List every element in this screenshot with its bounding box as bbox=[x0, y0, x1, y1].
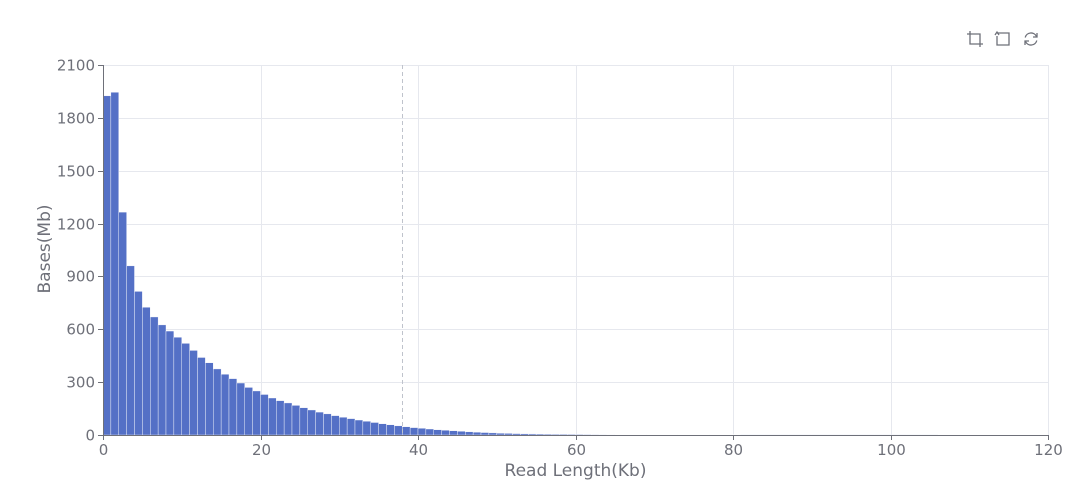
histogram-bar[interactable] bbox=[417, 428, 427, 436]
histogram-bar[interactable] bbox=[268, 397, 277, 436]
histogram-bar[interactable] bbox=[315, 411, 324, 436]
histogram-bar[interactable] bbox=[110, 92, 119, 436]
histogram-bar[interactable] bbox=[386, 424, 395, 436]
histogram-bar[interactable] bbox=[299, 407, 308, 436]
histogram-bar[interactable] bbox=[283, 402, 293, 436]
histogram-bar[interactable] bbox=[220, 374, 230, 436]
histogram-bar[interactable] bbox=[213, 368, 222, 436]
histogram-bar[interactable] bbox=[252, 390, 261, 436]
histogram-bar[interactable] bbox=[346, 418, 356, 436]
histogram-bar[interactable] bbox=[260, 394, 269, 436]
histogram-bar[interactable] bbox=[362, 421, 371, 436]
y-tick-label: 2100 bbox=[57, 57, 95, 75]
histogram-bar[interactable] bbox=[323, 413, 332, 436]
histogram-bar[interactable] bbox=[228, 378, 238, 436]
histogram-bar[interactable] bbox=[173, 337, 182, 436]
histogram-bar[interactable] bbox=[236, 382, 245, 436]
histogram-bar[interactable] bbox=[543, 433, 553, 436]
x-tick-label: 20 bbox=[252, 441, 271, 459]
y-tick-label: 1200 bbox=[57, 216, 95, 234]
histogram-bar[interactable] bbox=[457, 431, 466, 436]
histogram-bar[interactable] bbox=[559, 434, 568, 436]
chart-toolbox bbox=[964, 28, 1042, 50]
histogram-bar[interactable] bbox=[134, 291, 143, 436]
zoom-icon[interactable] bbox=[964, 28, 986, 50]
x-tick-label: 80 bbox=[724, 441, 743, 459]
histogram-bar[interactable] bbox=[465, 431, 474, 436]
histogram-bar[interactable] bbox=[339, 417, 348, 436]
zoom-reset-icon[interactable] bbox=[992, 28, 1014, 50]
x-tick-label: 40 bbox=[409, 441, 428, 459]
histogram-bar[interactable] bbox=[488, 432, 497, 436]
x-tick-label: 100 bbox=[877, 441, 906, 459]
histogram-bar[interactable] bbox=[480, 432, 490, 436]
histogram-bar[interactable] bbox=[575, 434, 584, 436]
histogram-bar[interactable] bbox=[496, 433, 505, 436]
histogram-bar[interactable] bbox=[520, 433, 529, 436]
x-tick-label: 60 bbox=[567, 441, 586, 459]
histogram-bar[interactable] bbox=[425, 428, 434, 436]
y-axis-title: Bases(Mb) bbox=[35, 205, 55, 294]
histogram-bar[interactable] bbox=[118, 211, 127, 436]
zoom-reset-glyph bbox=[994, 30, 1010, 46]
histogram-bar[interactable] bbox=[307, 409, 316, 436]
zoom-glyph bbox=[967, 31, 983, 47]
histogram-bar[interactable] bbox=[512, 433, 521, 436]
histogram-bar[interactable] bbox=[583, 434, 592, 436]
histogram-bar[interactable] bbox=[504, 433, 513, 436]
x-axis-title: Read Length(Kb) bbox=[505, 461, 647, 481]
x-tick-label: 120 bbox=[1034, 441, 1063, 459]
histogram-bar[interactable] bbox=[472, 431, 482, 436]
histogram-bar[interactable] bbox=[535, 433, 545, 436]
y-tick-label: 0 bbox=[85, 427, 95, 445]
histogram-bar[interactable] bbox=[150, 316, 159, 436]
histogram-bar[interactable] bbox=[567, 434, 576, 436]
grid-layer bbox=[103, 65, 1049, 435]
tick-labels-layer: 0 300 600 900 1200 1500 1800 2100 0 20 40 60 80 100 12… bbox=[57, 57, 1063, 460]
y-tick-label: 1500 bbox=[57, 163, 95, 181]
histogram-bar[interactable] bbox=[142, 307, 151, 436]
histogram-bar[interactable] bbox=[409, 427, 419, 436]
histogram-bar[interactable] bbox=[291, 405, 301, 436]
bars-layer bbox=[102, 92, 938, 436]
y-tick-label: 600 bbox=[66, 321, 95, 339]
histogram-bar[interactable] bbox=[449, 430, 458, 436]
histogram-bar[interactable] bbox=[441, 430, 450, 436]
histogram-bar[interactable] bbox=[370, 422, 379, 436]
restore-glyph bbox=[1024, 32, 1038, 46]
y-tick-label: 900 bbox=[66, 268, 95, 286]
histogram-bar[interactable] bbox=[528, 433, 537, 436]
histogram-bar[interactable] bbox=[402, 426, 411, 436]
axes-layer bbox=[103, 65, 1048, 436]
histogram-bar[interactable] bbox=[331, 415, 340, 436]
histogram-bar[interactable] bbox=[181, 343, 190, 436]
histogram-bar[interactable] bbox=[433, 429, 442, 436]
histogram-bar[interactable] bbox=[276, 400, 285, 436]
histogram-bar[interactable] bbox=[157, 324, 167, 436]
x-tick-label: 0 bbox=[99, 441, 109, 459]
histogram-bar[interactable] bbox=[551, 434, 560, 436]
histogram-bar[interactable] bbox=[354, 419, 364, 436]
histogram-bar[interactable] bbox=[189, 350, 198, 436]
y-tick-label: 300 bbox=[66, 374, 95, 392]
histogram-bar[interactable] bbox=[165, 330, 175, 436]
histogram-bar[interactable] bbox=[394, 425, 403, 436]
histogram-bar[interactable] bbox=[102, 95, 112, 436]
y-tick-label: 1800 bbox=[57, 110, 95, 128]
histogram-bar[interactable] bbox=[378, 423, 387, 436]
histogram-bar[interactable] bbox=[197, 357, 206, 436]
histogram-bar[interactable] bbox=[244, 387, 253, 436]
histogram-bar[interactable] bbox=[126, 265, 135, 436]
restore-icon[interactable] bbox=[1020, 28, 1042, 50]
histogram-bar[interactable] bbox=[205, 362, 214, 436]
